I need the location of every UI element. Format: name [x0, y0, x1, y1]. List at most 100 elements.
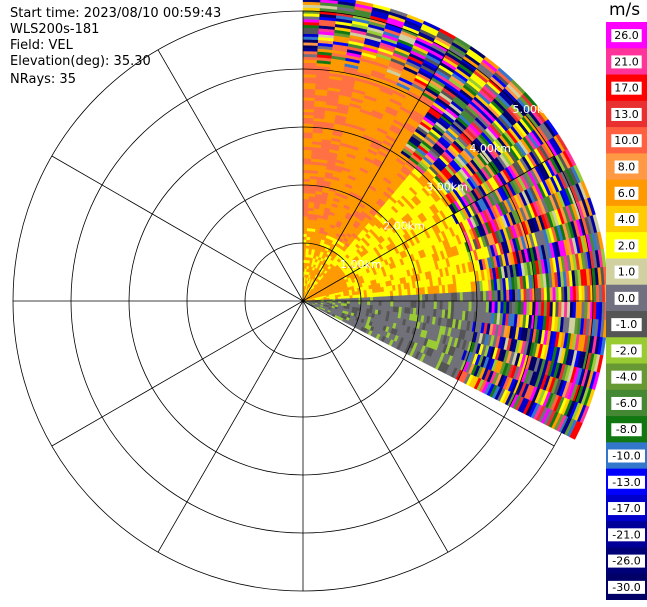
colorbar-unit: m/s [609, 0, 641, 20]
radar-gate [302, 71, 317, 75]
start-time-label: Start time: 2023/08/10 00:59:43 [10, 6, 222, 21]
radar-gate [523, 288, 528, 303]
radar-gate [352, 301, 356, 305]
radar-gate [302, 158, 312, 162]
radar-gate [302, 65, 317, 70]
radar-gate [302, 245, 307, 249]
radar-gate [369, 301, 374, 306]
radar-gate [302, 213, 309, 217]
radar-gate [445, 292, 449, 302]
radar-gate [302, 114, 315, 119]
radar-gate [471, 301, 475, 312]
radar-gate [413, 294, 417, 302]
radar-gate [465, 291, 470, 302]
radar-gate [366, 293, 371, 298]
radar-gate [302, 166, 312, 171]
radar-gate [302, 0, 321, 3]
radar-gate [410, 301, 414, 309]
radar-gate [456, 292, 461, 302]
radar-gate [427, 301, 432, 310]
radar-gate [427, 293, 432, 302]
radar-gate [506, 289, 510, 303]
radar-gate [381, 301, 385, 307]
colorbar-tick-label: -10.0 [612, 450, 640, 463]
radar-gate [456, 301, 461, 312]
radar-gate [555, 287, 559, 303]
radar-gate [572, 286, 577, 303]
radar-sector [302, 0, 609, 440]
radar-gate [537, 287, 542, 303]
radar-gate [413, 301, 417, 309]
radar-gate [479, 301, 484, 313]
radar-gate [302, 207, 309, 211]
colorbar-tick-label: -1.0 [616, 318, 637, 331]
radar-gate [529, 288, 533, 303]
radar-gate [514, 289, 519, 303]
radar-gate [302, 62, 318, 67]
radar-gate [459, 292, 464, 302]
radar-gate [459, 301, 464, 312]
field-label: Field: VEL [10, 38, 73, 53]
colorbar-tick-label: -2.0 [616, 344, 637, 357]
radar-gate [558, 286, 562, 303]
colorbar-tick-label: 6.0 [618, 187, 636, 200]
radar-gate [302, 103, 315, 107]
radar-gate [302, 82, 316, 87]
radar-gate [302, 152, 312, 156]
radar-gate [462, 292, 467, 302]
radar-gate [352, 294, 356, 299]
radar-gate [302, 253, 306, 258]
radar-gate [448, 301, 452, 311]
radar-gate [584, 285, 588, 303]
radar-gate [302, 204, 309, 208]
radar-gate [302, 230, 308, 235]
radar-gate [349, 295, 354, 299]
colorbar-tick-label: 2.0 [618, 239, 636, 252]
radar-gate [482, 290, 487, 303]
radar-gate [462, 301, 467, 312]
radar-gate [563, 286, 568, 303]
colorbar-tick-label: 13.0 [614, 108, 639, 121]
radar-gate [346, 300, 351, 305]
radar-gate [302, 216, 309, 220]
radar-gate [302, 140, 313, 145]
radar-gate [404, 301, 409, 308]
colorbar-tick-label: 10.0 [614, 134, 639, 147]
radar-gate [360, 304, 365, 309]
elevation-label: Elevation(deg): 35.30 [10, 54, 151, 69]
azimuth-spoke [157, 300, 304, 553]
radar-gate [367, 301, 371, 306]
radar-gate [398, 301, 403, 308]
radar-gate [494, 290, 499, 303]
radar-gate [552, 287, 557, 303]
colorbar-tick-label: 4.0 [618, 213, 636, 226]
radar-gate [480, 291, 484, 303]
radar-gate [302, 111, 315, 116]
radar-gate [302, 190, 310, 194]
colorbar-tick-label: -8.0 [616, 423, 637, 436]
radar-gate [302, 91, 316, 96]
radar-gate [360, 293, 365, 299]
radar-gate [343, 295, 348, 299]
radar-gate [306, 233, 312, 238]
radar-gate [451, 292, 455, 302]
radar-gate [364, 301, 368, 306]
radar-gate [302, 175, 311, 180]
radar-gate [485, 301, 490, 313]
radar-gate [477, 301, 481, 313]
radar-gate [302, 117, 314, 122]
radar-gate [561, 286, 565, 303]
radar-gate [433, 293, 438, 302]
colorbar-tick-label: -30.0 [612, 581, 640, 594]
radar-gate [511, 289, 516, 303]
radar-gate [569, 286, 574, 303]
radar-gate [302, 169, 311, 174]
radar-gate [424, 301, 429, 310]
colorbar-tick-label: 26.0 [614, 29, 639, 42]
radar-gate [396, 295, 400, 302]
radar-gate [453, 292, 458, 302]
radar-gate [302, 221, 308, 226]
radar-gate [401, 301, 406, 308]
colorbar: 26.0 21.0 17.0 13.0 10.0 8.0 6.0 4.0 2.0 1.0 0.0 -1… [606, 22, 647, 600]
radar-gate [442, 301, 446, 311]
